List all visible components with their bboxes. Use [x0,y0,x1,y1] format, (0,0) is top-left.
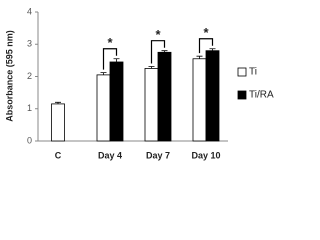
bar [96,74,111,142]
y-axis-label: Absorbance (595 nm) [4,30,14,122]
legend-label: Ti [249,67,257,78]
legend-label: Ti/RA [249,90,274,101]
chart: Absorbance (595 nm) 0 1 2 3 4 C Day 4 * Day 7 * Da… [4,6,274,160]
error-bar [161,50,168,53]
x-tick-label: Day 7 [146,150,170,160]
bracket [150,40,166,64]
error-bar [113,58,120,62]
error-bar [55,101,61,104]
error-bar [100,72,107,75]
error-bar [196,55,203,59]
annotation: * [203,25,209,40]
bar [51,103,65,142]
y-tick-label: 0 [27,135,32,145]
y-tick-label: 2 [27,71,32,81]
legend-swatch [237,67,247,77]
bracket [198,38,214,54]
bracket [102,48,118,70]
x-tick-label: Day 4 [98,150,122,160]
error-bar [148,66,155,69]
bar [192,58,207,142]
x-tick-label: Day 10 [191,150,220,160]
y-tick-label: 4 [27,6,32,16]
bar [144,68,159,142]
annotation: * [107,35,113,50]
error-bar [209,48,216,51]
bar [157,51,172,142]
y-tick-label: 3 [27,39,32,49]
bar [205,50,220,142]
y-tick-label: 1 [27,103,32,113]
annotation: * [155,27,161,42]
bar [109,61,124,142]
legend-swatch [237,90,247,100]
x-tick-label: C [55,150,62,160]
